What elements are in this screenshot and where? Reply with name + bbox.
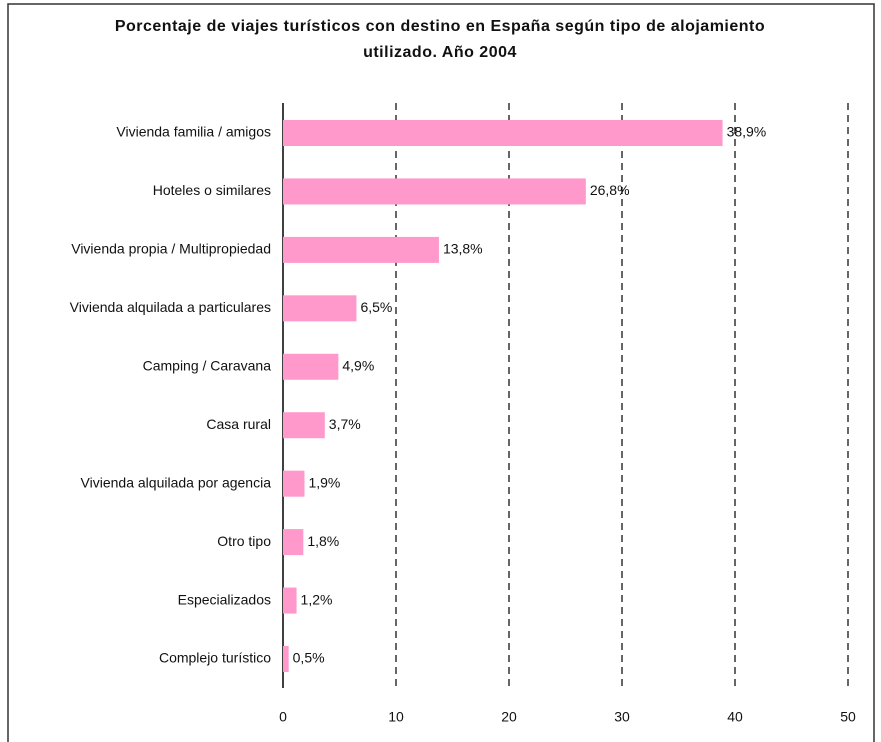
value-label: 4,9% — [342, 357, 374, 373]
x-tick-label: 50 — [840, 709, 856, 725]
bar — [283, 120, 723, 146]
value-label: 1,2% — [301, 591, 333, 607]
x-tick-label: 20 — [501, 709, 517, 725]
value-label: 0,5% — [293, 650, 325, 666]
y-tick-label: Vivienda propia / Multipropiedad — [71, 241, 271, 257]
y-tick-label: Camping / Caravana — [143, 357, 272, 373]
bar — [283, 236, 439, 263]
y-tick-label: Hoteles o similares — [153, 182, 271, 198]
value-label: 38,9% — [727, 124, 767, 140]
y-tick-label: Vivienda alquilada por agencia — [81, 474, 272, 490]
value-label: 26,8% — [590, 182, 630, 198]
bar — [283, 646, 289, 672]
bar — [283, 295, 357, 322]
bar — [283, 587, 297, 614]
value-label: 3,7% — [329, 416, 361, 432]
value-label: 1,9% — [308, 474, 340, 490]
bar — [283, 470, 305, 497]
x-tick-label: 40 — [727, 709, 743, 725]
y-tick-label: Otro tipo — [217, 533, 271, 549]
bar — [283, 529, 304, 556]
chart-title: Porcentaje de viajes turísticos con dest… — [114, 18, 766, 61]
bar — [283, 178, 586, 205]
bar — [283, 353, 339, 380]
y-tick-label: Especializados — [178, 591, 271, 607]
y-tick-label: Casa rural — [206, 416, 271, 432]
y-tick-label: Vivienda familia / amigos — [116, 124, 271, 140]
y-tick-label: Vivienda alquilada a particulares — [70, 299, 271, 315]
x-tick-label: 0 — [279, 709, 287, 725]
x-tick-label: 30 — [614, 709, 630, 725]
x-tick-label: 10 — [388, 709, 404, 725]
bar — [283, 412, 325, 439]
value-label: 6,5% — [360, 299, 392, 315]
value-label: 13,8% — [443, 241, 483, 257]
y-tick-label: Complejo turístico — [159, 650, 271, 666]
frame — [7, 3, 875, 742]
value-label: 1,8% — [307, 533, 339, 549]
